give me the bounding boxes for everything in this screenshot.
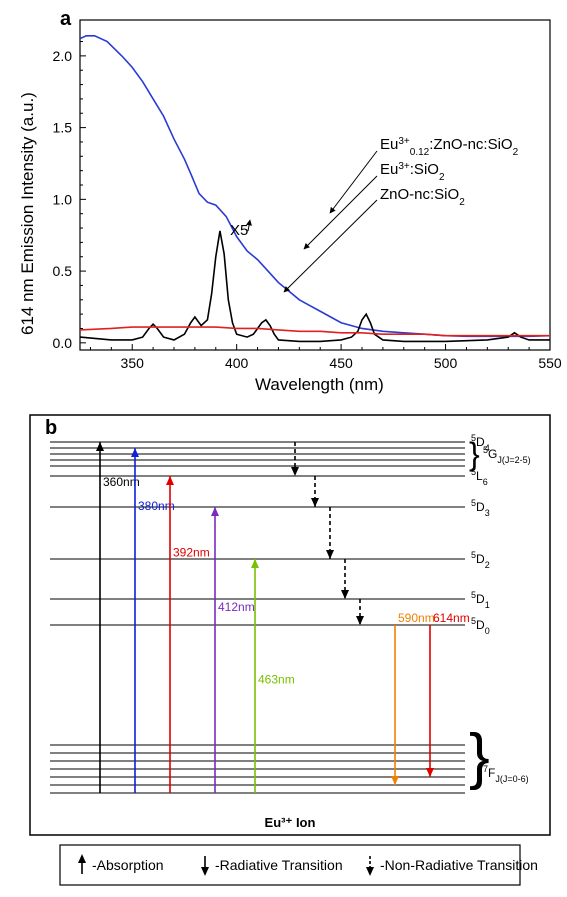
level-label-5D0: 5D0 xyxy=(471,616,490,636)
transition-label: 412nm xyxy=(218,600,255,614)
svg-text:1.0: 1.0 xyxy=(53,191,73,207)
legend-nonrad: -Non-Radiative Transition xyxy=(380,857,538,873)
series-callout: Eu3+:SiO2 xyxy=(380,161,445,183)
transition-label: 463nm xyxy=(258,673,295,687)
svg-text:350: 350 xyxy=(121,355,145,371)
figure-root: a 3504004505005500.00.51.01.52.0X5Eu3+0.… xyxy=(0,0,567,897)
transition-label: 392nm xyxy=(173,545,210,559)
svg-text:}: } xyxy=(469,722,490,791)
panel-a-svg: 350 400 450 500 550 0.0 0.5 1.0 1.5 2.0 X5 Eu3+0.12… xyxy=(0,0,567,400)
svg-text:0.0: 0.0 xyxy=(53,335,73,351)
svg-text:0.5: 0.5 xyxy=(53,263,73,279)
series-callout: Eu3+0.12:ZnO-nc:SiO2 xyxy=(380,136,519,158)
svg-text:450: 450 xyxy=(329,355,353,371)
level-label-5GJ: 5GJ(J=2-5) xyxy=(483,445,531,465)
x-axis-label: Wavelength (nm) xyxy=(255,375,384,395)
svg-text:500: 500 xyxy=(434,355,458,371)
x5-annotation: X5 xyxy=(230,222,248,239)
panel-b: b 5D4}5GJ(J=2-5)5L65D35D25D15D0}7FJ(J=0-… xyxy=(0,405,567,895)
svg-text:1.5: 1.5 xyxy=(53,120,73,136)
transition-label: 380nm xyxy=(138,499,175,513)
panel-b-svg: 5D4}5GJ(J=2-5)5L65D35D25D15D0}7FJ(J=0-6)… xyxy=(0,405,567,895)
series-Eu3+0.12:ZnO-nc:SiO2 xyxy=(80,36,550,337)
legend-absorption: -Absorption xyxy=(92,857,164,873)
level-label-7FJ: 7FJ(J=0-6) xyxy=(483,764,529,784)
transition-label: 590nm xyxy=(398,611,435,625)
level-label-5D1: 5D1 xyxy=(471,590,490,610)
transition-label: 614nm xyxy=(433,611,470,625)
svg-text:550: 550 xyxy=(538,355,562,371)
level-label-5D2: 5D2 xyxy=(471,550,490,570)
svg-text:400: 400 xyxy=(225,355,249,371)
legend-radiative: -Radiative Transition xyxy=(215,857,343,873)
y-axis-label: 614 nm Emission Intensity (a.u.) xyxy=(18,92,38,335)
series-callout: ZnO-nc:SiO2 xyxy=(380,186,465,208)
level-label-5D3: 5D3 xyxy=(471,498,490,518)
panel-a: a 3504004505005500.00.51.01.52.0X5Eu3+0.… xyxy=(0,0,567,400)
series-Eu3+:SiO2 (X5) xyxy=(80,231,550,341)
ion-label: Eu³⁺ Ion xyxy=(265,815,316,830)
svg-text:2.0: 2.0 xyxy=(53,48,73,64)
level-label-5L6: 5L6 xyxy=(471,467,488,487)
series-ZnO-nc:SiO2 xyxy=(80,327,550,336)
transition-label: 360nm xyxy=(103,475,140,489)
